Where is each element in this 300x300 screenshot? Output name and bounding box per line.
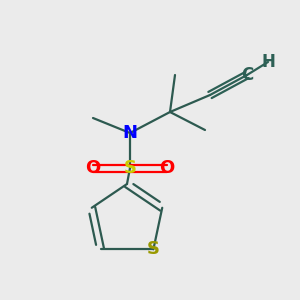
Text: H: H xyxy=(261,53,275,71)
Text: O: O xyxy=(85,159,100,177)
Text: S: S xyxy=(124,159,136,177)
Text: O: O xyxy=(159,159,175,177)
Text: C: C xyxy=(241,66,253,84)
Text: S: S xyxy=(147,240,160,258)
Text: N: N xyxy=(122,124,137,142)
